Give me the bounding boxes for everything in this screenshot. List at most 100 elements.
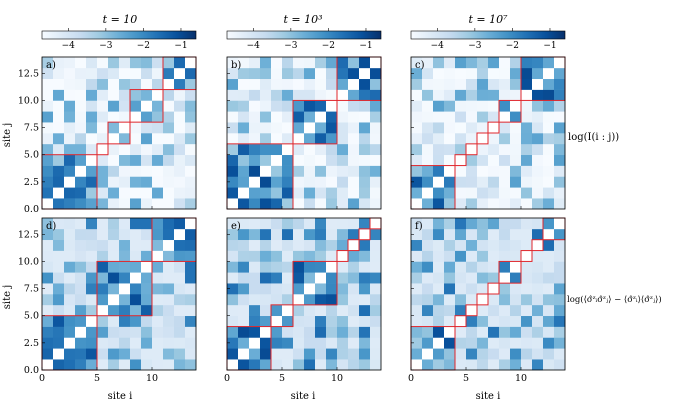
heatmap-cell <box>282 228 294 241</box>
heatmap-cell <box>64 250 76 262</box>
heatmap-cell <box>293 133 305 145</box>
heatmap-cell <box>488 315 500 327</box>
heatmap-cell <box>64 67 76 80</box>
heatmap-cell <box>532 100 544 112</box>
heatmap-cell <box>337 100 349 112</box>
heatmap-cell <box>455 154 467 166</box>
heatmap-cell <box>42 261 54 273</box>
heatmap-cell <box>370 89 382 101</box>
heatmap-cell <box>326 315 338 327</box>
heatmap-cell <box>477 261 489 273</box>
heatmap-cell <box>521 304 533 317</box>
heatmap-cell <box>185 348 197 360</box>
heatmap-cell <box>141 218 153 230</box>
ylabel-1: site j <box>2 123 13 148</box>
heatmap-cell <box>282 143 294 156</box>
heatmap-cell <box>477 187 489 199</box>
heatmap-cell <box>359 57 371 69</box>
heatmap-cell <box>163 133 175 145</box>
heatmap-cell <box>444 326 456 338</box>
heatmap-cell <box>315 228 327 241</box>
heatmap-cell <box>532 187 544 199</box>
heatmap-cell <box>359 154 371 166</box>
y-tick-label: 2.5 <box>24 177 39 188</box>
heatmap-cell <box>554 57 566 69</box>
heatmap-cell <box>433 218 445 230</box>
heatmap-cell <box>141 294 153 306</box>
heatmap-cell <box>422 111 434 123</box>
heatmap-cell <box>359 348 371 360</box>
heatmap-cell <box>293 228 305 241</box>
colorbar-tick-label: −1 <box>543 41 556 51</box>
heatmap-cell <box>370 100 382 112</box>
heatmap-cell <box>348 154 360 166</box>
heatmap-cell <box>337 228 349 241</box>
heatmap-cell <box>238 304 250 317</box>
heatmap-cell <box>411 250 423 262</box>
axes-frame <box>410 217 566 371</box>
heatmap-cell <box>260 187 272 199</box>
heatmap-cell <box>42 176 54 188</box>
heatmap-cell <box>42 187 54 199</box>
heatmap-cell <box>304 228 316 241</box>
heatmap-cell <box>499 78 511 90</box>
heatmap-cell <box>53 143 65 156</box>
heatmap-cell <box>260 283 272 295</box>
heatmap-cell <box>64 272 76 284</box>
heatmap-cell <box>433 228 445 241</box>
heatmap-cell <box>477 67 489 80</box>
heatmap-cell <box>163 239 175 251</box>
heatmap-cell <box>315 315 327 327</box>
heatmap-cell <box>304 89 316 101</box>
heatmap-cell <box>86 239 98 251</box>
heatmap-cell <box>422 294 434 306</box>
heatmap-cell <box>433 272 445 284</box>
heatmap-cell <box>293 261 305 273</box>
heatmap-cell <box>130 218 142 230</box>
heatmap-cell <box>370 228 382 241</box>
heatmap-cell <box>108 304 120 317</box>
heatmap-cell <box>444 304 456 317</box>
heatmap-cell <box>499 272 511 284</box>
heatmap-cell <box>532 78 544 90</box>
heatmap-cell <box>422 326 434 338</box>
heatmap-cell <box>42 165 54 177</box>
heatmap-cell <box>455 57 467 69</box>
heatmap-cell <box>422 154 434 166</box>
heatmap-cell <box>152 283 164 295</box>
heatmap-cell <box>260 326 272 338</box>
heatmap-cell <box>543 326 555 338</box>
heatmap-cell <box>466 122 478 134</box>
heatmap-cell <box>293 176 305 188</box>
y-tick-label: 7.5 <box>24 123 39 134</box>
heatmap-cell <box>348 294 360 306</box>
heatmap-cell <box>64 326 76 338</box>
heatmap-cell <box>455 228 467 241</box>
heatmap-cell <box>521 176 533 188</box>
heatmap-cell <box>238 337 250 349</box>
heatmap-cell <box>326 272 338 284</box>
heatmap-cell <box>185 359 197 371</box>
heatmap-cell <box>326 198 338 210</box>
heatmap-cell <box>348 111 360 123</box>
heatmap-cell <box>238 239 250 251</box>
heatmap-cell <box>543 122 555 134</box>
heatmap-cell <box>293 78 305 90</box>
heatmap-cell <box>466 348 478 360</box>
heatmap-cell <box>477 239 489 251</box>
heatmap-cell <box>422 228 434 241</box>
heatmap-cell <box>119 348 131 360</box>
heatmap-cell <box>510 228 522 241</box>
heatmap-cell <box>260 239 272 251</box>
heatmap-cell <box>370 250 382 262</box>
heatmap-cell <box>411 272 423 284</box>
heatmap-cell <box>282 122 294 134</box>
heatmap-cell <box>238 89 250 101</box>
heatmap-cell <box>326 100 338 112</box>
heatmap-cell <box>510 100 522 112</box>
heatmap-cell <box>163 143 175 156</box>
heatmap-cell <box>53 100 65 112</box>
block-outline <box>476 293 489 306</box>
heatmap-cell <box>348 348 360 360</box>
heatmap-cell <box>119 89 131 101</box>
